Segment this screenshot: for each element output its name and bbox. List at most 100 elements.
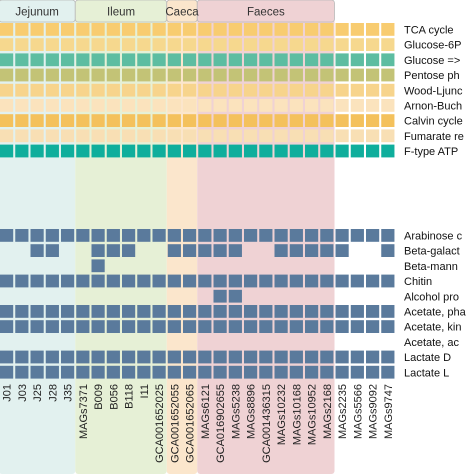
pathway-cell-r4-c0 [0,83,14,97]
pathway-cell-r6-c19 [289,114,303,127]
substrate-row-label: Arabinose c [404,231,463,243]
pathway-cell-r7-c24 [366,129,380,143]
column-label: B056 [108,384,120,410]
substrate-cell-r3-c16 [244,274,258,288]
substrate-cell-r6-c20 [305,320,319,333]
pathway-cell-r6-c9 [137,114,151,127]
substrate-cell-r3-c2 [30,274,44,288]
pathway-cell-r1-c7 [106,38,120,51]
column-label: J35 [63,384,75,402]
substrate-cell-r6-c8 [122,320,136,333]
substrate-cell-r3-c8 [122,274,136,288]
substrate-cell-r0-c0 [0,229,14,242]
substrate-cell-r3-c4 [61,274,75,288]
pathway-cell-r0-c21 [320,23,334,36]
substrate-cell-r8-c25 [381,350,395,364]
pathway-cell-r6-c1 [15,114,29,127]
substrate-cell-r6-c16 [244,320,258,333]
substrate-cell-r0-c17 [259,229,273,242]
pathway-cell-r4-c11 [167,83,181,97]
substrate-cell-r5-c24 [366,305,380,318]
pathway-cell-r8-c10 [152,144,166,158]
pathway-cell-r3-c8 [122,68,136,82]
pathway-cell-r8-c3 [45,144,59,158]
substrate-cell-r1-c13 [198,244,212,257]
pathway-cell-r7-c0 [0,129,14,143]
pathway-cell-r2-c22 [335,53,349,67]
pathway-cell-r8-c11 [167,144,181,158]
pathway-cell-r5-c22 [335,99,349,112]
pathway-cell-r3-c25 [381,68,395,82]
substrate-cell-r6-c3 [45,320,59,333]
pathway-cell-r4-c16 [244,83,258,97]
pathway-cell-r4-c12 [183,83,197,97]
substrate-cell-r3-c10 [152,274,166,288]
substrate-cell-r0-c23 [350,229,364,242]
pathway-cell-r1-c17 [259,38,273,51]
pathway-cell-r5-c3 [45,99,59,112]
pathway-cell-r8-c8 [122,144,136,158]
pathway-row-label: Arnon-Buch [404,101,462,113]
pathway-cell-r1-c11 [167,38,181,51]
pathway-cell-r1-c19 [289,38,303,51]
substrate-cell-r1-c8 [122,244,136,257]
pathway-row-label: Calvin cycle [404,116,463,128]
pathway-cell-r1-c21 [320,38,334,51]
substrate-cell-r9-c2 [30,365,44,379]
pathway-cell-r3-c2 [30,68,44,82]
substrate-cell-r6-c1 [15,320,29,333]
pathway-cell-r1-c5 [76,38,90,51]
substrate-cell-r8-c19 [289,350,303,364]
substrate-cell-r5-c18 [274,305,288,318]
substrate-cell-r0-c7 [106,229,120,242]
pathway-cell-r2-c5 [76,53,90,67]
pathway-cell-r0-c14 [213,23,227,36]
substrate-cell-r5-c12 [183,305,197,318]
pathway-cell-r0-c15 [228,23,242,36]
substrate-cell-r8-c1 [15,350,29,364]
substrate-cell-r9-c17 [259,365,273,379]
pathway-cell-r8-c15 [228,144,242,158]
pathway-cell-r1-c16 [244,38,258,51]
column-label: MAGs6121 [200,384,212,439]
pathway-cell-r3-c17 [259,68,273,82]
substrate-cell-r6-c4 [61,320,75,333]
pathway-cell-r5-c20 [305,99,319,112]
substrate-cell-r3-c23 [350,274,364,288]
substrate-cell-r6-c7 [106,320,120,333]
pathway-cell-r3-c10 [152,68,166,82]
substrate-cell-r8-c20 [305,350,319,364]
pathway-cell-r7-c21 [320,129,334,143]
pathway-cell-r7-c13 [198,129,212,143]
substrate-cell-r5-c3 [45,305,59,318]
substrate-cell-r3-c17 [259,274,273,288]
pathway-cell-r3-c12 [183,68,197,82]
pathway-cell-r4-c1 [15,83,29,97]
substrate-cell-r1-c20 [305,244,319,257]
pathway-cell-r5-c17 [259,99,273,112]
substrate-cell-r1-c19 [289,244,303,257]
substrate-cell-r8-c6 [91,350,105,364]
substrate-cell-r0-c20 [305,229,319,242]
pathway-heatmap [0,23,395,158]
substrate-cell-r9-c11 [167,365,181,379]
substrate-cell-r5-c6 [91,305,105,318]
pathway-cell-r3-c16 [244,68,258,82]
substrate-cell-r5-c0 [0,305,14,318]
pathway-cell-r5-c13 [198,99,212,112]
substrate-cell-r3-c20 [305,274,319,288]
substrate-cell-r5-c14 [213,305,227,318]
pathway-cell-r6-c16 [244,114,258,127]
pathway-cell-r6-c3 [45,114,59,127]
pathway-cell-r7-c25 [381,129,395,143]
substrate-cell-r0-c3 [45,229,59,242]
pathway-cell-r2-c3 [45,53,59,67]
pathway-cell-r8-c0 [0,144,14,158]
substrate-cell-r5-c10 [152,305,166,318]
pathway-cell-r2-c8 [122,53,136,67]
pathway-cell-r5-c7 [106,99,120,112]
pathway-cell-r6-c25 [381,114,395,127]
substrate-cell-r5-c19 [289,305,303,318]
substrate-cell-r9-c12 [183,365,197,379]
